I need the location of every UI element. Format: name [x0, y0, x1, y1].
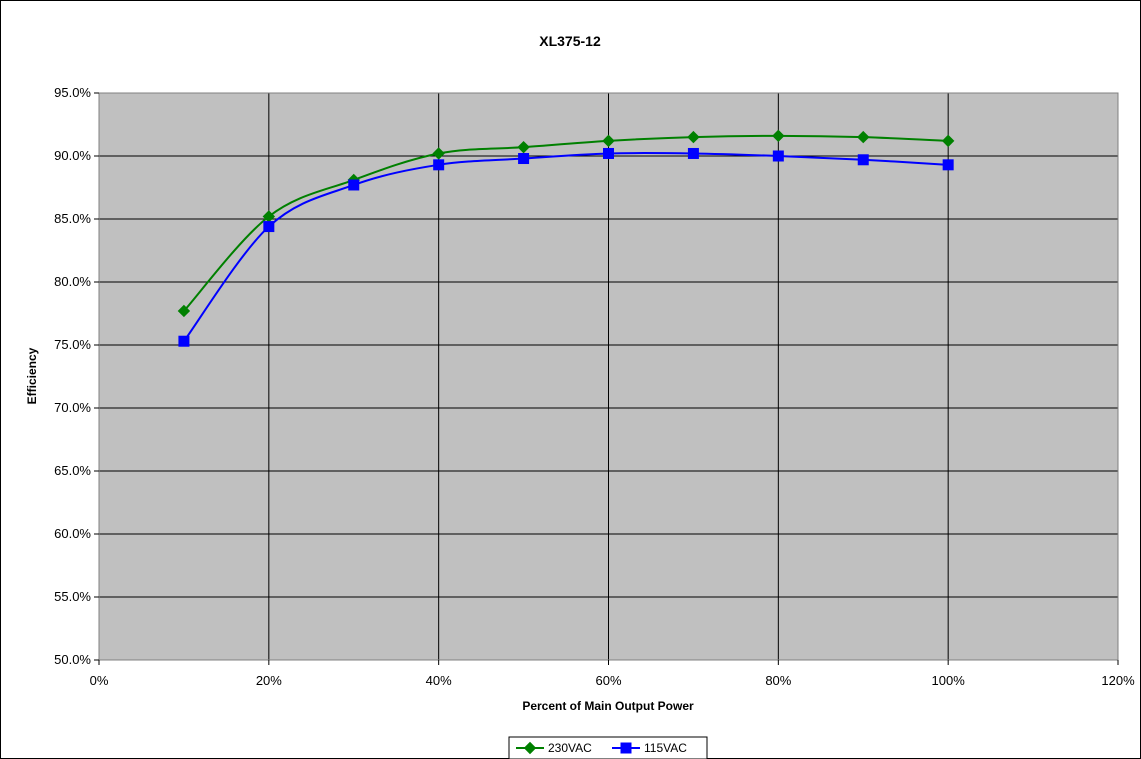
- y-tick-label: 70.0%: [54, 400, 91, 415]
- series-layer: [177, 129, 955, 347]
- data-point-230vac: [602, 134, 615, 148]
- data-point-115vac: [178, 335, 190, 347]
- series-230vac: [177, 129, 955, 318]
- legend: 230VAC 115VAC: [508, 736, 708, 759]
- x-tick-label: 80%: [765, 673, 791, 688]
- series-line-115vac: [183, 151, 949, 342]
- data-point-230vac: [941, 134, 955, 148]
- y-tick-label: 55.0%: [54, 589, 91, 604]
- data-point-115vac: [772, 150, 784, 162]
- data-point-230vac: [177, 304, 191, 318]
- legend-box: [508, 736, 708, 759]
- legend-label-115vac: 115VAC: [644, 741, 687, 755]
- y-tick-label: 50.0%: [54, 652, 91, 667]
- x-tick-label: 100%: [932, 673, 966, 688]
- y-tick-label: 85.0%: [54, 211, 91, 226]
- data-point-230vac: [857, 130, 870, 144]
- x-tick-label: 40%: [426, 673, 452, 688]
- x-axis-ticks: 0% 20% 40% 60% 80% 100% 120%: [90, 660, 1135, 688]
- y-tick-label: 60.0%: [54, 526, 91, 541]
- data-point-230vac: [517, 140, 530, 154]
- y-tick-label: 75.0%: [54, 337, 91, 352]
- data-point-115vac: [348, 179, 360, 191]
- data-point-115vac: [942, 159, 954, 171]
- y-tick-label: 95.0%: [54, 85, 91, 100]
- data-point-115vac: [263, 221, 275, 233]
- legend-label-230vac: 230VAC: [548, 741, 592, 755]
- x-tick-label: 20%: [256, 673, 282, 688]
- y-axis-title: Efficiency: [25, 347, 39, 404]
- series-line-230vac: [183, 134, 949, 312]
- x-tick-label: 60%: [595, 673, 621, 688]
- data-point-115vac: [603, 147, 614, 159]
- x-axis-title: Percent of Main Output Power: [522, 699, 694, 713]
- grid-lines: [98, 92, 1119, 661]
- y-tick-label: 90.0%: [54, 148, 91, 163]
- data-point-115vac: [857, 154, 869, 166]
- data-point-230vac: [772, 129, 785, 143]
- x-tick-label: 120%: [1101, 673, 1135, 688]
- data-point-230vac: [432, 147, 445, 160]
- chart-title: XL375-12: [539, 33, 601, 49]
- legend-marker-230vac: [523, 741, 537, 755]
- y-tick-label: 80.0%: [54, 274, 91, 289]
- data-point-115vac: [518, 153, 530, 165]
- y-tick-label: 65.0%: [54, 463, 91, 478]
- legend-marker-115vac: [620, 742, 632, 754]
- data-point-230vac: [687, 130, 700, 144]
- data-point-115vac: [433, 159, 445, 171]
- data-point-115vac: [687, 147, 699, 159]
- series-115vac: [178, 147, 954, 347]
- x-tick-label: 0%: [90, 673, 109, 688]
- y-axis-ticks: 50.0% 55.0% 60.0% 65.0% 70.0% 75.0% 80.0% 85.0%…: [54, 85, 99, 667]
